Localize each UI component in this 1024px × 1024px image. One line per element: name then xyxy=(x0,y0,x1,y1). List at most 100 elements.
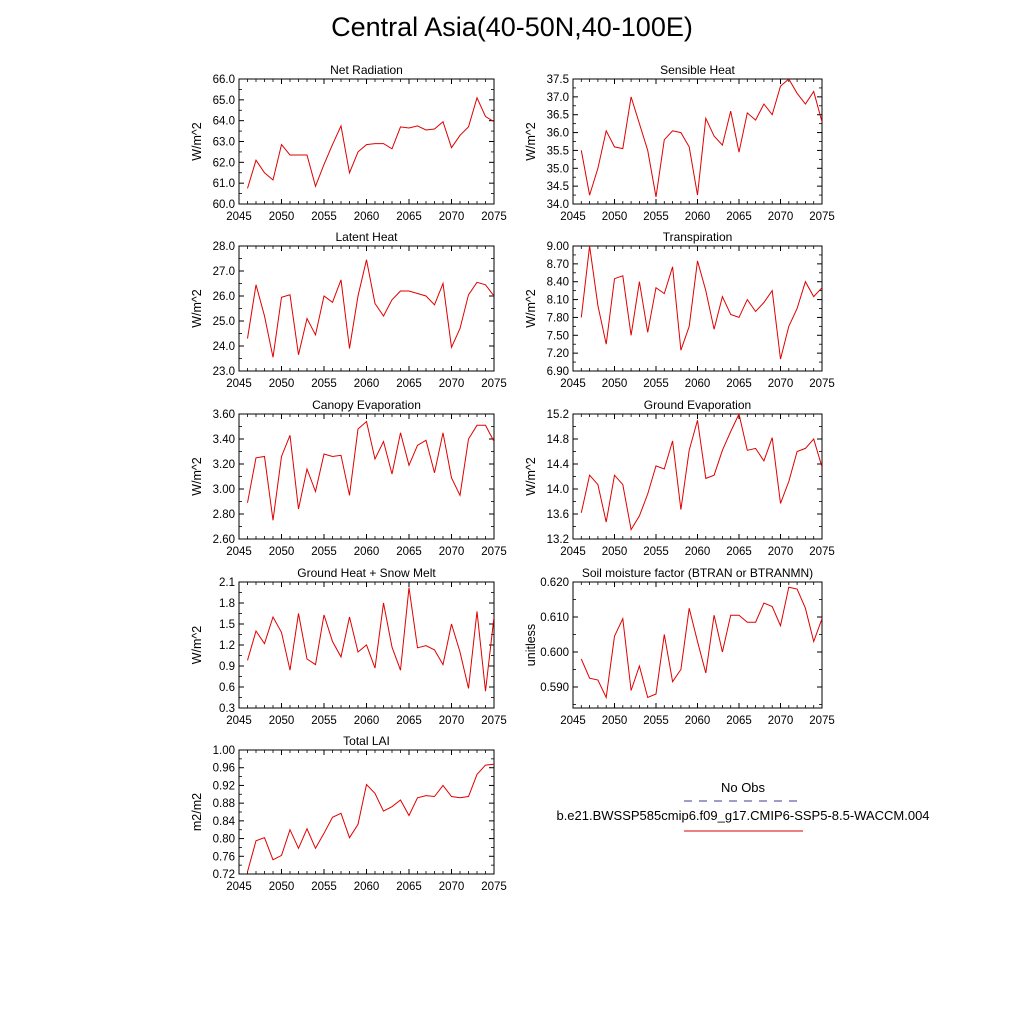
series-line xyxy=(247,587,494,692)
y-tick-label: 0.620 xyxy=(540,577,569,589)
y-tick-label: 26.0 xyxy=(213,291,235,303)
y-tick-label: 7.20 xyxy=(547,348,569,360)
panel-title: Sensible Heat xyxy=(660,63,735,77)
x-tick-label: 2075 xyxy=(481,881,507,893)
y-tick-label: 64.0 xyxy=(213,116,235,128)
plot-frame xyxy=(238,245,495,372)
x-tick-label: 2060 xyxy=(685,715,711,727)
y-tick-label: 60.0 xyxy=(213,199,235,211)
y-tick-label: 8.10 xyxy=(547,295,569,307)
x-tick-label: 2065 xyxy=(726,546,752,558)
y-tick-label: 0.610 xyxy=(540,612,569,624)
x-tick-label: 2050 xyxy=(269,211,295,223)
x-tick-label: 2075 xyxy=(481,378,507,390)
x-tick-label: 2055 xyxy=(311,211,337,223)
x-tick-label: 2045 xyxy=(560,546,586,558)
x-tick-label: 2045 xyxy=(226,378,252,390)
y-tick-label: 0.6 xyxy=(219,682,235,694)
y-tick-label: 1.2 xyxy=(219,640,235,652)
y-tick-label: 63.0 xyxy=(213,137,235,149)
y-tick-label: 36.5 xyxy=(547,110,569,122)
y-tick-label: 7.50 xyxy=(547,330,569,342)
chart-panel-1: Net Radiation 2045 2050 2055 2060 2065 2070 207… xyxy=(190,63,507,223)
x-tick-label: 2070 xyxy=(439,546,465,558)
x-tick-label: 2070 xyxy=(768,715,794,727)
y-tick-label: 0.92 xyxy=(213,780,235,792)
y-tick-label: 62.0 xyxy=(213,157,235,169)
y-tick-label: 27.0 xyxy=(213,266,235,278)
y-tick-label: 1.8 xyxy=(219,598,235,610)
x-tick-label: 2075 xyxy=(809,211,835,223)
series-line xyxy=(580,246,822,360)
y-axis-label: W/m^2 xyxy=(524,289,538,328)
y-axis-label: unitless xyxy=(524,624,538,666)
panel-title: Total LAI xyxy=(343,734,390,748)
y-tick-label: 2.1 xyxy=(219,577,235,589)
x-tick-label: 2055 xyxy=(311,546,337,558)
y-tick-label: 3.00 xyxy=(213,484,235,496)
y-tick-label: 6.90 xyxy=(547,366,569,378)
x-tick-label: 2060 xyxy=(354,881,380,893)
x-tick-label: 2060 xyxy=(354,211,380,223)
y-tick-label: 0.96 xyxy=(213,763,235,775)
y-tick-label: 7.80 xyxy=(547,312,569,324)
panel-title: Latent Heat xyxy=(335,230,398,244)
y-tick-label: 34.5 xyxy=(547,181,569,193)
panel-title: Net Radiation xyxy=(330,63,403,77)
y-tick-label: 24.0 xyxy=(213,341,235,353)
x-tick-label: 2070 xyxy=(439,211,465,223)
legend-lines xyxy=(684,800,803,832)
x-tick-label: 2050 xyxy=(602,211,628,223)
x-tick-label: 2050 xyxy=(269,715,295,727)
plot-frame xyxy=(238,413,495,540)
x-tick-label: 2070 xyxy=(439,378,465,390)
y-tick-label: 9.00 xyxy=(547,241,569,253)
chart-panel-6: Ground Evaporation 2045 2050 2055 2060 2065 20… xyxy=(524,398,835,558)
x-tick-label: 2070 xyxy=(439,715,465,727)
x-tick-label: 2065 xyxy=(726,715,752,727)
y-tick-label: 14.8 xyxy=(547,434,569,446)
panel-title: Ground Evaporation xyxy=(644,398,751,412)
page-title: Central Asia(40-50N,40-100E) xyxy=(331,12,693,42)
x-tick-label: 2050 xyxy=(602,378,628,390)
x-tick-label: 2050 xyxy=(602,546,628,558)
x-tick-label: 2055 xyxy=(311,881,337,893)
x-tick-label: 2045 xyxy=(226,881,252,893)
x-tick-label: 2045 xyxy=(226,715,252,727)
y-tick-label: 14.4 xyxy=(547,459,570,471)
x-tick-label: 2055 xyxy=(643,211,669,223)
x-tick-label: 2065 xyxy=(396,715,422,727)
x-tick-label: 2075 xyxy=(809,378,835,390)
y-tick-label: 0.80 xyxy=(213,834,235,846)
y-tick-label: 34.0 xyxy=(547,199,569,211)
panel-title: Ground Heat + Snow Melt xyxy=(297,566,436,580)
y-tick-label: 61.0 xyxy=(213,178,235,190)
x-tick-label: 2050 xyxy=(602,715,628,727)
panel-title: Soil moisture factor (BTRAN or BTRANMN) xyxy=(582,566,813,580)
x-tick-label: 2050 xyxy=(269,546,295,558)
x-tick-label: 2060 xyxy=(685,378,711,390)
y-tick-label: 37.0 xyxy=(547,92,569,104)
y-tick-label: 0.76 xyxy=(213,851,235,863)
y-axis-label: W/m^2 xyxy=(524,122,538,161)
y-tick-label: 2.60 xyxy=(213,534,235,546)
series-line xyxy=(247,259,494,358)
panel-title: Transpiration xyxy=(663,230,733,244)
y-tick-label: 0.72 xyxy=(213,869,235,881)
series-line xyxy=(580,414,822,531)
y-tick-label: 1.00 xyxy=(213,745,235,757)
y-tick-label: 35.5 xyxy=(547,145,569,157)
x-tick-label: 2070 xyxy=(768,378,794,390)
y-tick-label: 14.0 xyxy=(547,484,569,496)
x-tick-label: 2055 xyxy=(643,378,669,390)
x-tick-label: 2055 xyxy=(643,546,669,558)
x-tick-label: 2065 xyxy=(396,546,422,558)
x-tick-label: 2065 xyxy=(396,211,422,223)
plot-frame xyxy=(238,749,495,875)
chart-panel-8: Soil moisture factor (BTRAN or BTRANMN) 2… xyxy=(524,566,835,727)
x-tick-label: 2065 xyxy=(726,378,752,390)
x-tick-label: 2065 xyxy=(396,378,422,390)
x-tick-label: 2045 xyxy=(560,211,586,223)
y-axis-label: W/m^2 xyxy=(524,457,538,496)
